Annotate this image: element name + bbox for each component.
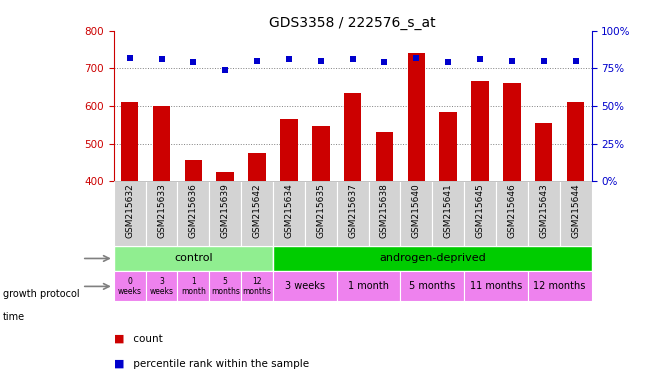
Text: 3 weeks: 3 weeks [285,281,325,291]
Text: GSM215642: GSM215642 [253,183,261,238]
Bar [114,181,146,246]
Text: 3
weeks: 3 weeks [150,277,174,296]
Text: GSM215643: GSM215643 [540,183,548,238]
Bar [114,271,146,301]
Text: GSM215634: GSM215634 [285,183,293,238]
Bar [567,102,584,181]
Text: GSM215637: GSM215637 [348,183,357,238]
Bar [153,106,170,181]
Bar [146,181,177,246]
Text: count: count [130,334,162,344]
Bar [177,271,209,301]
Text: 12
months: 12 months [242,277,272,296]
Bar [528,271,592,301]
Text: ■: ■ [114,359,124,369]
Text: GSM215639: GSM215639 [221,183,229,238]
Bar [273,181,305,246]
Bar [337,181,369,246]
Text: GSM215641: GSM215641 [444,183,452,238]
Text: androgen-deprived: androgen-deprived [379,253,486,263]
Bar [400,181,432,246]
Text: 1
month: 1 month [181,277,206,296]
Bar [560,181,592,246]
Bar [503,83,521,181]
Bar [496,181,528,246]
Text: GSM215645: GSM215645 [476,183,484,238]
Text: time: time [3,312,25,322]
Title: GDS3358 / 222576_s_at: GDS3358 / 222576_s_at [269,16,436,30]
Text: ■: ■ [114,334,124,344]
Text: GSM215633: GSM215633 [157,183,166,238]
Text: GSM215635: GSM215635 [317,183,325,238]
Bar [337,271,400,301]
Text: GSM215646: GSM215646 [508,183,516,238]
Bar [471,81,489,181]
Bar [400,271,464,301]
Text: 1 month: 1 month [348,281,389,291]
Bar [305,181,337,246]
Bar [408,53,425,181]
Text: GSM215636: GSM215636 [189,183,198,238]
Bar [177,181,209,246]
Bar [241,181,273,246]
Bar [209,271,241,301]
Bar [528,181,560,246]
Bar [216,172,234,181]
Text: 11 months: 11 months [470,281,522,291]
Bar [248,153,266,181]
Bar [439,112,457,181]
Bar [273,271,337,301]
Bar [376,132,393,181]
Text: GSM215632: GSM215632 [125,183,134,238]
Text: percentile rank within the sample: percentile rank within the sample [130,359,309,369]
Text: GSM215638: GSM215638 [380,183,389,238]
Bar [280,119,298,181]
Bar [369,181,400,246]
Text: growth protocol: growth protocol [3,289,80,299]
Bar [464,181,496,246]
Bar [146,271,177,301]
Bar [209,181,241,246]
Bar [312,126,330,181]
Bar [464,271,528,301]
Text: 5
months: 5 months [211,277,240,296]
Text: 0
weeks: 0 weeks [118,277,142,296]
Bar [114,246,273,271]
Bar [121,102,138,181]
Text: GSM215644: GSM215644 [571,183,580,238]
Bar [535,123,552,181]
Bar [185,161,202,181]
Bar [273,246,592,271]
Text: GSM215640: GSM215640 [412,183,421,238]
Bar [432,181,464,246]
Text: control: control [174,253,213,263]
Text: 5 months: 5 months [409,281,456,291]
Bar [344,93,361,181]
Bar [241,271,273,301]
Text: 12 months: 12 months [534,281,586,291]
